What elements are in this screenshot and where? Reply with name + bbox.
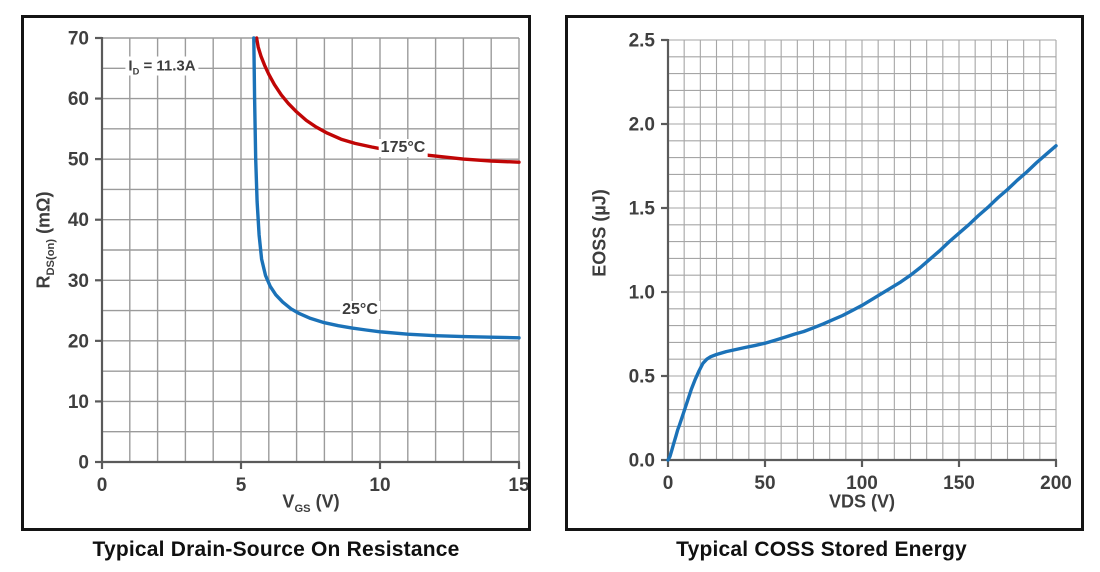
curve-label-25c: 25°C xyxy=(340,301,380,319)
svg-text:20: 20 xyxy=(68,331,89,352)
rdson-y-axis-label: RDS(on) (mΩ) xyxy=(33,191,58,289)
eoss-plot: 0 50 100 150 200 0.0 0.5 1.0 1.5 2.0 2.5 xyxy=(629,31,1072,495)
svg-text:50: 50 xyxy=(68,150,89,171)
chart-box-eoss: 0 50 100 150 200 0.0 0.5 1.0 1.5 2.0 2.5 EOSS (µJ)… xyxy=(565,15,1084,531)
svg-text:70: 70 xyxy=(68,29,89,50)
svg-text:50: 50 xyxy=(754,473,775,494)
svg-text:1.5: 1.5 xyxy=(629,199,656,220)
svg-text:0: 0 xyxy=(663,473,674,494)
svg-text:60: 60 xyxy=(68,89,89,110)
rdson-chart-title: Typical Drain-Source On Resistance xyxy=(92,538,460,561)
svg-text:2.0: 2.0 xyxy=(629,115,655,136)
svg-text:30: 30 xyxy=(68,271,89,292)
rdson-x-axis-label: VGS (V) xyxy=(282,491,340,516)
svg-text:150: 150 xyxy=(943,473,975,494)
svg-text:40: 40 xyxy=(68,210,89,231)
svg-text:0: 0 xyxy=(78,453,89,474)
svg-text:0.0: 0.0 xyxy=(629,451,655,472)
curve-label-175c: 175°C xyxy=(378,139,428,157)
svg-text:1.0: 1.0 xyxy=(629,283,655,304)
rdson-plot: 0 5 10 15 0 10 20 30 40 50 60 70 xyxy=(68,29,528,497)
svg-text:2.5: 2.5 xyxy=(629,31,656,52)
eoss-chart-title: Typical COSS Stored Energy xyxy=(676,538,967,561)
svg-text:100: 100 xyxy=(846,473,878,494)
svg-text:10: 10 xyxy=(68,392,89,413)
svg-text:0.5: 0.5 xyxy=(629,367,656,388)
svg-text:5: 5 xyxy=(236,475,247,496)
eoss-y-axis-label: EOSS (µJ) xyxy=(589,189,610,277)
svg-text:10: 10 xyxy=(369,475,390,496)
svg-text:0: 0 xyxy=(97,475,108,496)
drain-current-annotation: ID = 11.3A xyxy=(125,56,199,76)
svg-text:15: 15 xyxy=(508,475,528,496)
svg-text:200: 200 xyxy=(1040,473,1072,494)
chart-box-rdson: 0 5 10 15 0 10 20 30 40 50 60 70 RDS(on) (mΩ) VGS (… xyxy=(21,15,531,531)
eoss-x-axis-label: VDS (V) xyxy=(828,491,896,512)
